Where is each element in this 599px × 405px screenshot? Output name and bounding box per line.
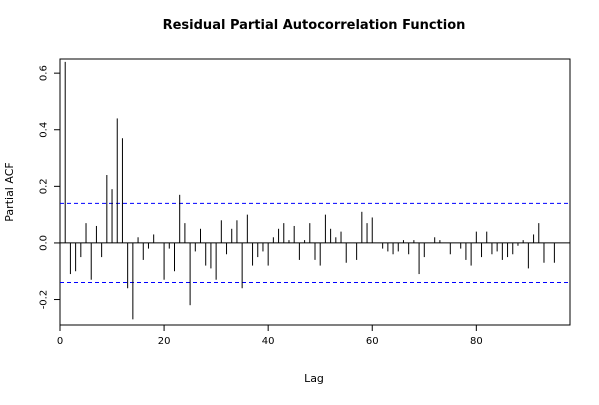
y-tick-label: 0.6 — [39, 65, 50, 81]
x-tick-label: 60 — [366, 336, 379, 347]
x-axis-label: Lag — [304, 372, 324, 385]
y-tick-label: 0.0 — [39, 235, 50, 251]
y-axis-label: Partial ACF — [3, 162, 16, 221]
y-tick-label: -0.2 — [39, 290, 50, 310]
plot-frame — [59, 58, 571, 326]
x-tick-label: 80 — [470, 336, 483, 347]
x-tick-label: 40 — [262, 336, 275, 347]
y-tick-label: 0.4 — [39, 122, 50, 138]
chart-title: Residual Partial Autocorrelation Functio… — [163, 18, 466, 33]
chart-marks: 0 20 40 60 80 -0.2 0.0 0.2 0.4 0.6 — [39, 61, 570, 347]
y-tick-label: 0.2 — [39, 178, 50, 194]
x-tick-label: 20 — [158, 336, 171, 347]
x-tick-label: 0 — [57, 336, 63, 347]
